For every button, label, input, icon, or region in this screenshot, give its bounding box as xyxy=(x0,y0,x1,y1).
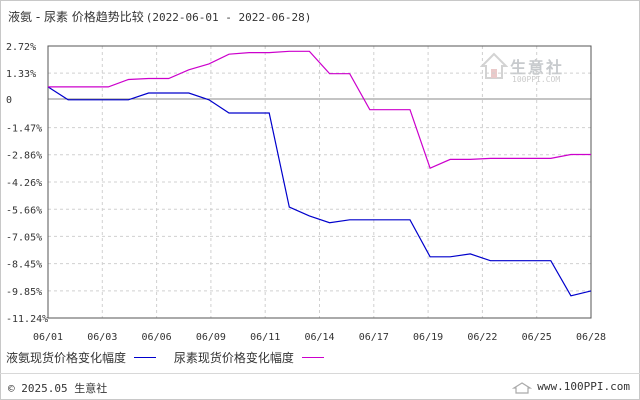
y-tick-label: 1.33% xyxy=(6,69,36,80)
series-line-urea xyxy=(48,50,591,170)
y-tick-label: -9.85% xyxy=(6,287,42,298)
x-tick-label: 06/19 xyxy=(413,332,443,343)
x-tick-label: 06/17 xyxy=(359,332,389,343)
footer-copyright: © 2025.05 生意社 xyxy=(8,382,108,395)
legend-item-urea: 尿素现货价格变化幅度 xyxy=(174,349,324,366)
x-tick-label: 06/06 xyxy=(142,332,172,343)
chart-title-main: 液氨 - 尿素 价格趋势比较 xyxy=(8,10,144,24)
chart-title-date-range: (2022-06-01 - 2022-06-28) xyxy=(145,11,312,24)
plot-area-border xyxy=(47,45,592,319)
y-tick-label: 2.72% xyxy=(6,42,36,53)
chart-legend: 液氨现货价格变化幅度 尿素现货价格变化幅度 xyxy=(6,349,338,366)
x-tick-label: 06/28 xyxy=(576,332,606,343)
x-tick-label: 06/22 xyxy=(467,332,497,343)
watermark-name: 生意社 xyxy=(510,58,565,77)
watermark-url: 100PPI.COM xyxy=(512,75,561,84)
chart-title: 液氨 - 尿素 价格趋势比较 (2022-06-01 - 2022-06-28) xyxy=(8,8,311,25)
y-tick-label: -11.24% xyxy=(6,314,48,325)
legend-swatch-ammonia xyxy=(134,357,157,358)
y-tick-label: -1.47% xyxy=(6,124,42,135)
legend-label-urea: 尿素现货价格变化幅度 xyxy=(173,351,294,365)
y-tick-label: -2.86% xyxy=(6,151,42,162)
y-tick-label: -5.66% xyxy=(6,205,42,216)
x-tick-label: 06/03 xyxy=(87,332,117,343)
y-tick-label: 0 xyxy=(6,95,12,106)
x-tick-label: 06/01 xyxy=(33,332,63,343)
x-tick-label: 06/14 xyxy=(304,332,334,343)
y-tick-label: -8.45% xyxy=(6,260,42,271)
legend-label-ammonia: 液氨现货价格变化幅度 xyxy=(6,351,127,365)
footer-divider xyxy=(0,373,640,374)
legend-item-ammonia: 液氨现货价格变化幅度 xyxy=(6,349,157,366)
y-tick-label: -7.05% xyxy=(6,232,42,243)
footer-site-link[interactable]: www.100PPI.com xyxy=(537,380,630,393)
line-chart: 2.72% 1.33% 0 -1.47% -2.86% -4.26% -5.66% -7.05… xyxy=(6,42,606,343)
x-tick-label: 06/09 xyxy=(196,332,226,343)
y-tick-label: -4.26% xyxy=(6,178,42,189)
x-tick-label: 06/25 xyxy=(522,332,552,343)
legend-swatch-urea xyxy=(301,357,324,358)
footer-logo-icon xyxy=(512,382,532,394)
series-line-ammonia xyxy=(47,86,592,297)
x-tick-label: 06/11 xyxy=(250,332,280,343)
